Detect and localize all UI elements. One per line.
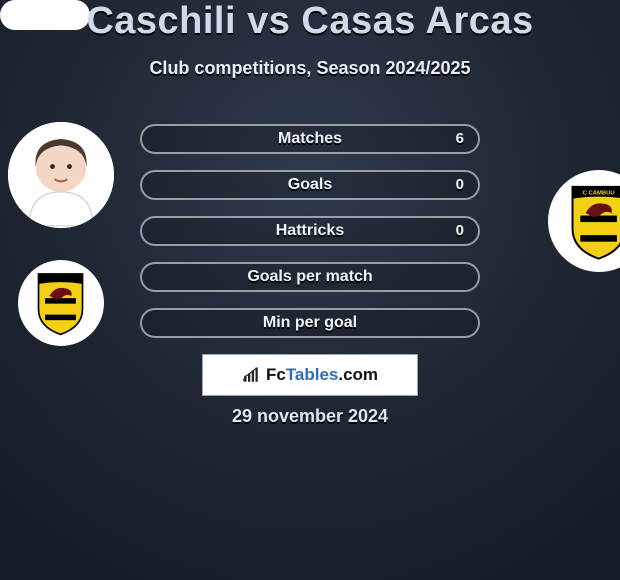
stat-label: Hattricks: [276, 218, 344, 244]
comparison-card: Caschili vs Casas Arcas Club competition…: [0, 0, 620, 580]
branding-accent: Tables: [286, 365, 339, 384]
stat-pill: Matches 6: [140, 124, 480, 154]
avatar-illustration: [8, 122, 114, 228]
stat-pill: Hattricks 0: [140, 216, 480, 246]
stat-right-value: 0: [456, 218, 464, 244]
stat-right-value: 0: [456, 172, 464, 198]
club-left-badge: [18, 260, 104, 346]
stat-pill: Goals per match: [140, 262, 480, 292]
branding-box: FcTables.com: [202, 354, 418, 396]
page-subtitle: Club competitions, Season 2024/2025: [0, 58, 620, 79]
player-left-avatar: [8, 122, 114, 228]
shield-icon: C CAMBUU: [566, 181, 620, 261]
stat-label: Matches: [278, 126, 342, 152]
stat-label: Goals: [288, 172, 332, 198]
bar-chart-icon: [242, 366, 260, 384]
stat-pill: Goals 0: [140, 170, 480, 200]
shield-icon: [33, 269, 88, 336]
stat-right-value: 6: [456, 126, 464, 152]
comparison-date: 29 november 2024: [0, 406, 620, 427]
club-right-badge: C CAMBUU: [548, 170, 620, 272]
stat-label: Goals per match: [247, 264, 372, 290]
svg-text:C CAMBUU: C CAMBUU: [583, 191, 615, 197]
branding-suffix: .com: [338, 365, 378, 384]
branding-prefix: Fc: [266, 365, 286, 384]
stat-label: Min per goal: [263, 310, 357, 336]
stat-pill: Min per goal: [140, 308, 480, 338]
page-title: Caschili vs Casas Arcas: [0, 0, 620, 43]
branding-text: FcTables.com: [266, 365, 378, 385]
